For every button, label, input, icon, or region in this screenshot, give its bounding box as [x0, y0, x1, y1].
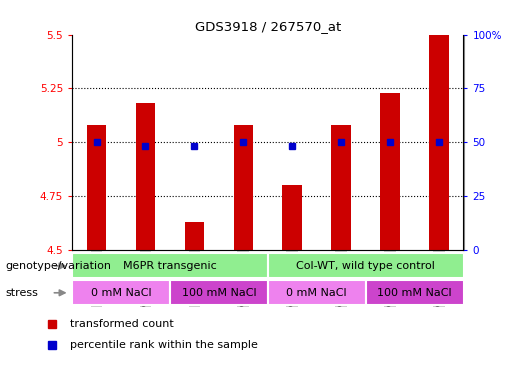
- Text: 100 mM NaCl: 100 mM NaCl: [377, 288, 452, 298]
- Bar: [135, 103, 155, 250]
- Bar: [429, 35, 449, 250]
- Text: M6PR transgenic: M6PR transgenic: [123, 261, 217, 271]
- Bar: [233, 125, 253, 250]
- Bar: [268, 253, 464, 278]
- Text: Col-WT, wild type control: Col-WT, wild type control: [296, 261, 435, 271]
- Text: 0 mM NaCl: 0 mM NaCl: [91, 288, 151, 298]
- Text: percentile rank within the sample: percentile rank within the sample: [70, 341, 258, 351]
- Title: GDS3918 / 267570_at: GDS3918 / 267570_at: [195, 20, 341, 33]
- Bar: [184, 222, 204, 250]
- Bar: [268, 280, 366, 305]
- Bar: [380, 93, 400, 250]
- Bar: [72, 280, 170, 305]
- Text: genotype/variation: genotype/variation: [5, 261, 111, 271]
- Bar: [282, 185, 302, 250]
- Text: 100 mM NaCl: 100 mM NaCl: [182, 288, 256, 298]
- Bar: [366, 280, 464, 305]
- Bar: [87, 125, 106, 250]
- Text: transformed count: transformed count: [70, 318, 174, 329]
- Bar: [331, 125, 351, 250]
- Text: stress: stress: [5, 288, 38, 298]
- Bar: [72, 253, 268, 278]
- Text: 0 mM NaCl: 0 mM NaCl: [286, 288, 347, 298]
- Bar: [170, 280, 268, 305]
